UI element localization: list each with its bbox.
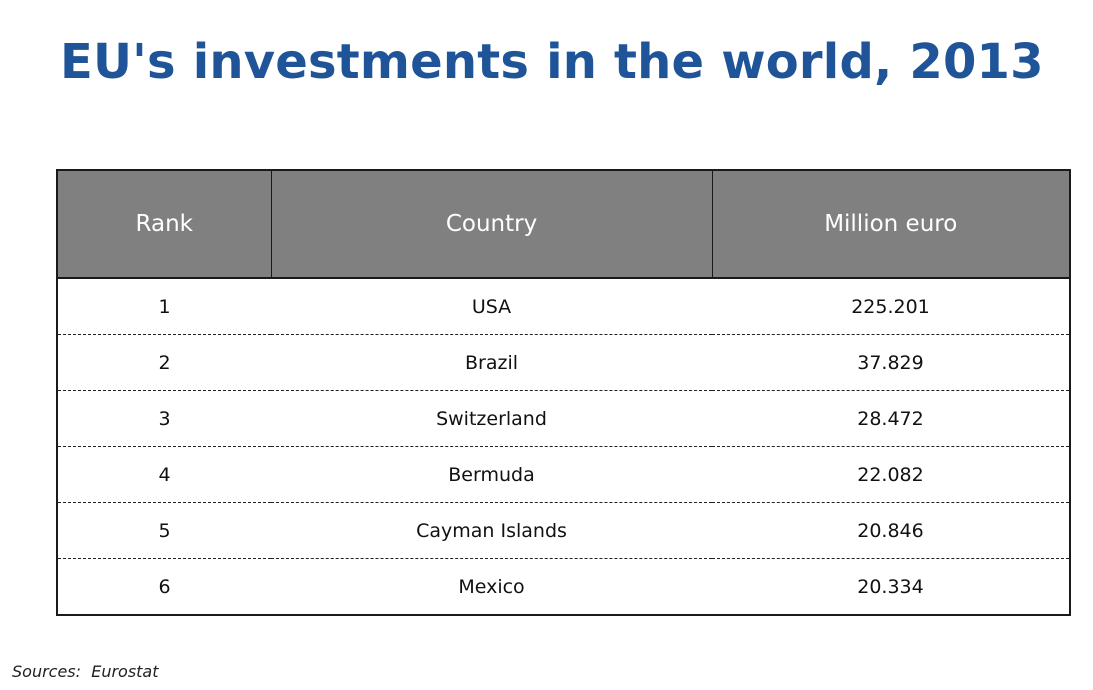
table-row: 3 Switzerland 28.472 xyxy=(57,390,1070,447)
table-row: 5 Cayman Islands 20.846 xyxy=(57,502,1070,559)
column-header-country: Country xyxy=(271,170,713,279)
value-cell: 37.829 xyxy=(712,334,1070,391)
table-header-row: Rank Country Million euro xyxy=(57,170,1070,279)
rank-cell: 4 xyxy=(57,446,271,503)
value-cell: 20.846 xyxy=(712,502,1070,559)
column-header-rank: Rank xyxy=(57,170,272,279)
country-cell: Mexico xyxy=(458,575,525,598)
country-cell: Brazil xyxy=(271,334,712,391)
rank-cell: 3 xyxy=(57,390,271,447)
rank-cell: 2 xyxy=(57,334,271,391)
table-row: 1 USA 225.201 xyxy=(57,278,1070,335)
country-cell: Bermuda xyxy=(271,446,712,503)
value-cell: 28.472 xyxy=(712,390,1070,447)
column-header-million-euro: Million euro xyxy=(712,170,1070,279)
investments-table: Rank Country Million euro 1 USA 225.201 … xyxy=(56,169,1071,616)
source-note: Sources: Eurostat xyxy=(12,662,159,681)
value-cell: 225.201 xyxy=(712,278,1070,335)
table-row: 4 Bermuda 22.082 xyxy=(57,446,1070,503)
country-cell: Cayman Islands xyxy=(271,502,712,559)
table-row: 6 Mexico 20.334 xyxy=(57,559,1070,616)
rank-cell: 1 xyxy=(57,278,271,335)
country-cell: USA xyxy=(271,278,712,335)
country-cell: Switzerland xyxy=(271,390,712,447)
page-title: EU's investments in the world, 2013 xyxy=(60,34,1044,90)
table-row: 2 Brazil 37.829 xyxy=(57,334,1070,391)
rank-cell: 6 xyxy=(158,575,171,598)
value-cell: 22.082 xyxy=(712,446,1070,503)
value-cell: 20.334 xyxy=(857,575,924,598)
rank-cell: 5 xyxy=(57,502,271,559)
